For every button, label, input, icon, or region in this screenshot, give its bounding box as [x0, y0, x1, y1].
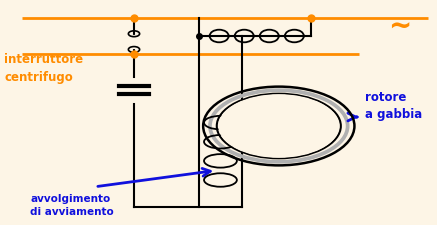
- Text: rotore
a gabbia: rotore a gabbia: [365, 91, 423, 121]
- Text: ~: ~: [388, 13, 412, 41]
- Text: interruttore
centrifugo: interruttore centrifugo: [4, 53, 83, 84]
- Circle shape: [219, 95, 339, 157]
- Text: avvolgimento
di avviamento: avvolgimento di avviamento: [30, 194, 114, 218]
